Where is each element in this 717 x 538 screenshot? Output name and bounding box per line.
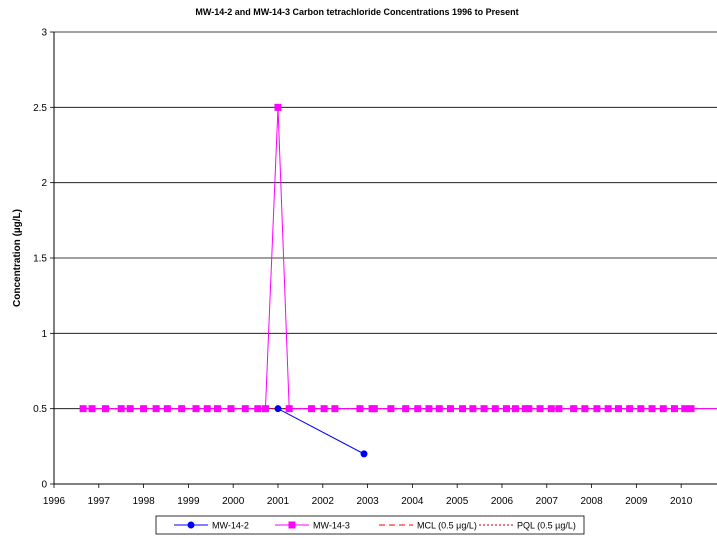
data-point: [203, 405, 211, 413]
legend-box: [155, 515, 585, 535]
x-tick-label: 2001: [267, 496, 290, 507]
y-axis-label: Concentration (µg/L): [12, 209, 23, 307]
data-point: [614, 405, 622, 413]
data-point: [356, 405, 364, 413]
x-tick-label: 2010: [670, 496, 693, 507]
data-point: [308, 405, 316, 413]
x-tick-label: 2009: [625, 496, 648, 507]
data-point: [581, 405, 589, 413]
data-point: [502, 405, 510, 413]
data-point: [274, 405, 282, 413]
data-point: [285, 405, 293, 413]
data-point: [360, 450, 368, 458]
axes: 0 0.5 1 1.5 2 2.5 3 1996 1997 1998 1999 2000 2001 200…: [33, 28, 717, 507]
data-point: [331, 405, 339, 413]
x-tick-label: 2002: [312, 496, 335, 507]
x-tick-label: 1997: [88, 496, 111, 507]
y-tick-label: 2.5: [33, 103, 47, 114]
data-point: [681, 405, 689, 413]
legend-label: MCL (0.5 µg/L): [417, 521, 477, 531]
series-0: [274, 405, 368, 458]
data-point: [525, 405, 533, 413]
data-point: [659, 405, 667, 413]
data-point: [491, 405, 499, 413]
x-tick-label: 1999: [177, 496, 200, 507]
data-point: [227, 405, 235, 413]
legend-label: PQL (0.5 µg/L): [517, 521, 576, 531]
x-tick-label: 2003: [356, 496, 379, 507]
data-point: [570, 405, 578, 413]
data-point: [254, 405, 262, 413]
y-tick-label: 0.5: [33, 404, 47, 415]
legend-item: PQL (0.5 µg/L): [479, 521, 576, 531]
data-point: [387, 405, 395, 413]
data-point: [480, 405, 488, 413]
data-point: [178, 405, 186, 413]
x-tick-label: 1998: [132, 496, 155, 507]
x-tick-label: 2006: [491, 496, 514, 507]
x-tick-label: 2000: [222, 496, 245, 507]
data-point: [274, 103, 282, 111]
data-point: [593, 405, 601, 413]
data-point: [241, 405, 249, 413]
y-tick-label: 1.5: [33, 254, 47, 265]
data-point: [446, 405, 454, 413]
data-point: [320, 405, 328, 413]
grid: [54, 31, 717, 410]
y-tick-label: 0: [41, 480, 47, 491]
series-line: [277, 408, 365, 455]
x-tick-label: 2005: [446, 496, 469, 507]
data-point: [214, 405, 222, 413]
x-tick-label: 2004: [401, 496, 424, 507]
data-point: [547, 405, 555, 413]
legend-item: MCL (0.5 µg/L): [379, 521, 477, 531]
data-point: [192, 405, 200, 413]
data-point: [555, 405, 563, 413]
data-point: [126, 405, 134, 413]
chart-title: MW-14-2 and MW-14-3 Carbon tetrachloride…: [195, 7, 518, 17]
data-point: [425, 405, 433, 413]
series-1: [79, 103, 717, 413]
data-point: [435, 405, 443, 413]
legend-item: MW-14-2: [174, 521, 249, 531]
data-point: [687, 405, 695, 413]
legend-marker: [187, 521, 195, 529]
x-tick-label: 1996: [43, 496, 66, 507]
data-point: [140, 405, 148, 413]
y-tick-label: 3: [41, 28, 47, 39]
data-point: [102, 405, 110, 413]
data-point: [402, 405, 410, 413]
legend: MW-14-2 MW-14-3 MCL (0.5 µg/L) PQL (0.5 µg/…: [155, 515, 585, 535]
legend-label: MW-14-2: [212, 521, 249, 531]
legend-label: MW-14-3: [313, 521, 350, 531]
legend-marker: [288, 521, 296, 529]
data-point: [536, 405, 544, 413]
data-point: [511, 405, 519, 413]
data-point: [637, 405, 645, 413]
data-point: [670, 405, 678, 413]
data-point: [626, 405, 634, 413]
data-point: [88, 405, 96, 413]
x-tick-label: 2007: [536, 496, 559, 507]
data-point: [117, 405, 125, 413]
y-tick-label: 1: [41, 329, 47, 340]
data-point: [459, 405, 467, 413]
x-tick-label: 2008: [580, 496, 603, 507]
legend-item: MW-14-3: [275, 521, 350, 531]
y-tick-label: 2: [41, 178, 47, 189]
data-point: [469, 405, 477, 413]
data-point: [79, 405, 87, 413]
data-point: [370, 405, 378, 413]
series-line: [83, 107, 717, 410]
data-point: [261, 405, 269, 413]
data-point: [604, 405, 612, 413]
series-layer: [79, 103, 717, 458]
data-point: [152, 405, 160, 413]
data-point: [414, 405, 422, 413]
data-point: [648, 405, 656, 413]
data-point: [163, 405, 171, 413]
